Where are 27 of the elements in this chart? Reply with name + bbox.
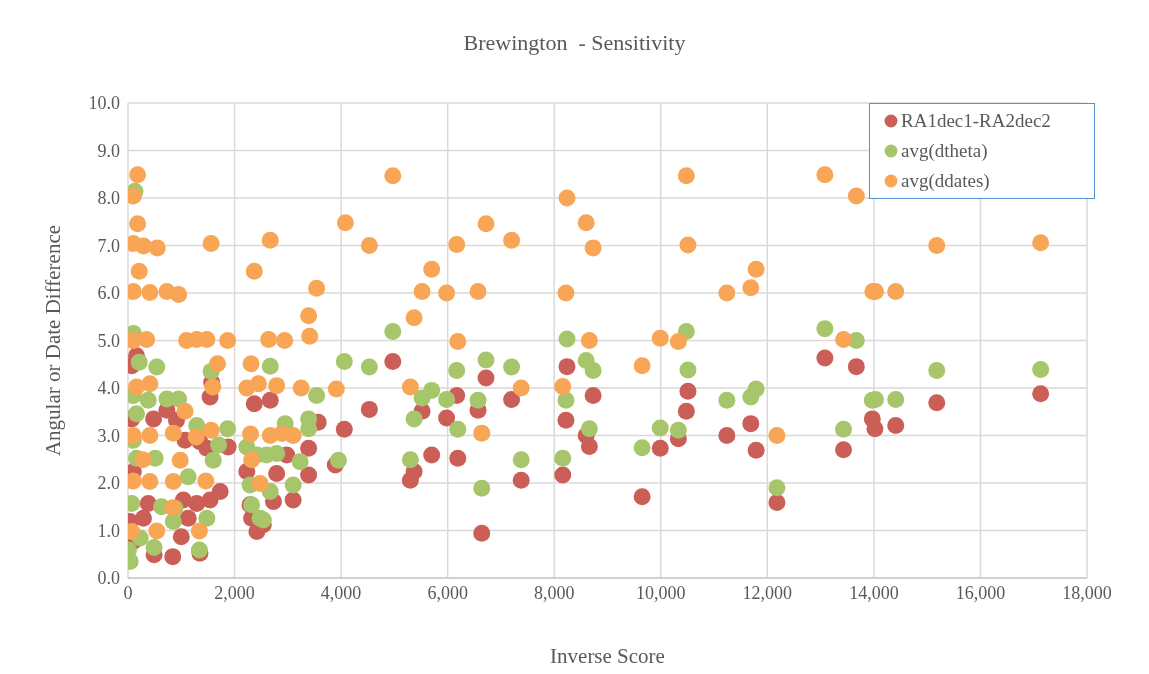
y-tick-label: 8.0 [97, 188, 120, 209]
x-tick-label: 4,000 [320, 582, 362, 603]
y-tick-label: 1.0 [97, 520, 120, 541]
y-tick-label: 2.0 [97, 473, 120, 494]
legend-label: RA1dec1-RA2dec2 [901, 109, 1051, 133]
y-tick-label: 0.0 [97, 568, 120, 589]
y-tick-label: 7.0 [97, 235, 120, 256]
y-tick-label: 6.0 [97, 283, 120, 304]
x-axis-title: Inverse Score [550, 644, 665, 668]
y-tick-label: 5.0 [97, 330, 120, 351]
x-tick-label: 0 [123, 582, 133, 603]
x-tick-label: 14,000 [849, 582, 899, 603]
x-tick-label: 12,000 [742, 582, 793, 603]
x-tick-label: 10,000 [636, 582, 686, 603]
x-tick-label: 2,000 [214, 582, 255, 603]
x-tick-label: 8,000 [533, 582, 575, 603]
legend-label: avg(ddates) [901, 169, 990, 193]
x-tick-label: 16,000 [955, 582, 1006, 603]
y-tick-label: 10.0 [88, 93, 120, 114]
x-tick-label: 18,000 [1062, 582, 1112, 603]
y-tick-label: 9.0 [97, 140, 120, 161]
chart-title: Brewington - Sensitivity [462, 29, 687, 57]
x-tick-label: 6,000 [427, 582, 468, 603]
y-tick-label: 3.0 [97, 425, 120, 446]
y-tick-label: 4.0 [97, 378, 120, 399]
legend-label: avg(dtheta) [901, 139, 988, 163]
y-axis-title: Angular or Date Difference [41, 224, 66, 457]
